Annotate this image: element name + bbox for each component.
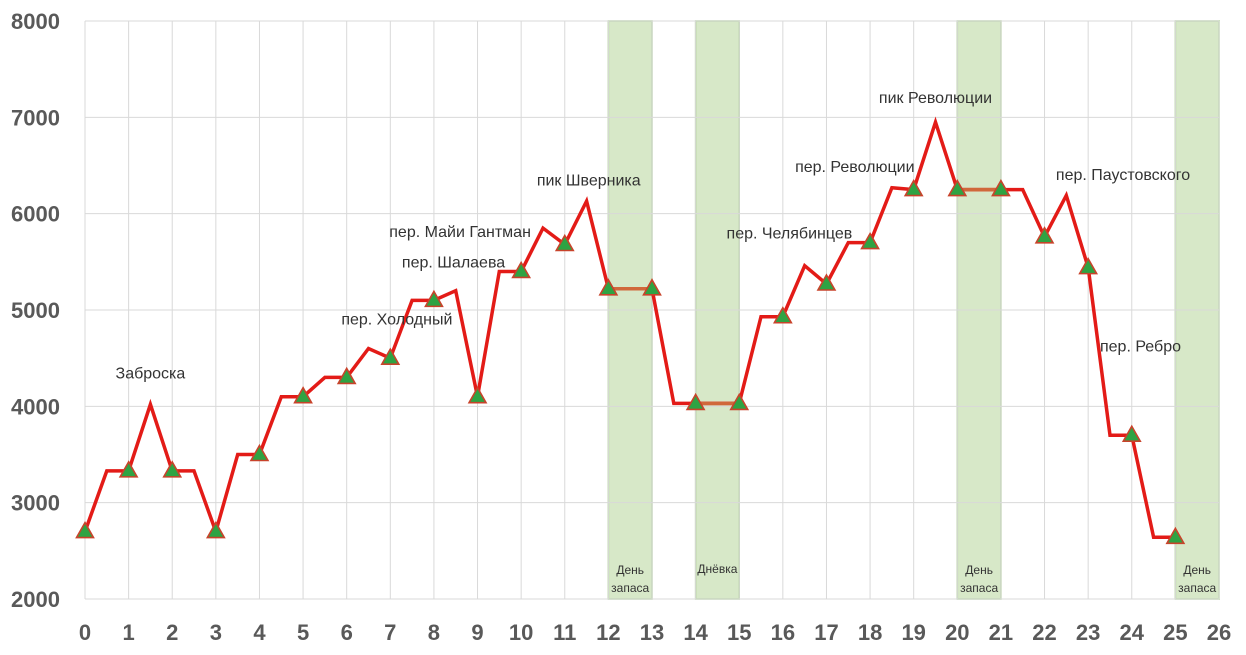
x-tick-label: 9 [471, 620, 483, 645]
annotation-label: пер. Ребро [1100, 338, 1181, 355]
x-tick-label: 17 [814, 620, 838, 645]
data-point-marker-20 [947, 178, 968, 197]
grid-lines [84, 20, 1220, 600]
annotation-label: пик Революции [879, 90, 992, 107]
x-tick-label: 22 [1032, 620, 1056, 645]
x-tick-label: 19 [901, 620, 925, 645]
band-label: День [616, 563, 644, 577]
band-label: День [1183, 563, 1211, 577]
x-tick-label: 14 [683, 620, 708, 645]
x-tick-label: 1 [122, 620, 134, 645]
annotation-label: пер. Шалаева [402, 255, 505, 272]
data-point-marker-14 [685, 392, 706, 411]
data-point-marker-1 [118, 460, 139, 478]
band-label: запаса [611, 581, 649, 595]
data-point-marker-16 [772, 306, 793, 324]
y-tick-label: 5000 [11, 298, 60, 323]
x-tick-label: 10 [509, 620, 533, 645]
x-tick-label: 18 [858, 620, 882, 645]
data-point-marker-13 [642, 278, 662, 296]
annotations: Заброска пер. Холодный пер. Шалаева пер. Ма… [116, 90, 1191, 383]
y-tick-label: 6000 [11, 202, 60, 227]
data-point-marker-17 [816, 273, 837, 291]
x-tick-label: 26 [1207, 620, 1231, 645]
x-tick-label: 3 [210, 620, 222, 645]
x-tick-label: 24 [1120, 620, 1145, 645]
annotation-label: пик Шверника [537, 173, 641, 190]
x-tick-label: 15 [727, 620, 751, 645]
x-tick-label: 16 [771, 620, 795, 645]
x-tick-label: 25 [1163, 620, 1187, 645]
x-tick-label: 6 [341, 620, 353, 645]
x-axis-ticks: 0 1 2 3 4 5 6 7 8 9 10 11 12 13 14 15 16 17 18 19 20 21 22 23 24… [79, 620, 1231, 645]
y-tick-label: 3000 [11, 491, 60, 516]
data-point-marker-23 [1078, 256, 1099, 275]
data-point-marker-0 [75, 520, 95, 539]
band-labels: День запаса Днёвка День запаса День запаса [611, 562, 1216, 595]
data-point-marker-18 [860, 231, 880, 250]
y-tick-label: 4000 [11, 394, 60, 419]
band-label: День [965, 563, 993, 577]
data-point-marker-7 [380, 347, 401, 365]
data-point-marker-12 [598, 278, 619, 296]
x-tick-label: 13 [640, 620, 664, 645]
band-label: запаса [960, 581, 998, 595]
band-label: запаса [1178, 581, 1216, 595]
annotation-label: пер. Холодный [341, 311, 452, 328]
data-point-marker-19 [903, 178, 924, 197]
y-tick-label: 2000 [11, 587, 60, 612]
x-tick-label: 20 [945, 620, 969, 645]
data-point-marker-22 [1034, 226, 1055, 244]
data-point-marker-6 [336, 366, 357, 385]
annotation-label: пер. Майи Гантман [389, 224, 531, 241]
x-tick-label: 21 [989, 620, 1013, 645]
annotation-label: Заброска [116, 365, 186, 382]
x-tick-label: 0 [79, 620, 91, 645]
x-tick-label: 4 [253, 620, 266, 645]
y-tick-label: 7000 [11, 105, 60, 130]
x-tick-label: 7 [384, 620, 396, 645]
data-point-marker-8 [424, 289, 444, 308]
data-point-marker-4 [249, 443, 270, 462]
data-point-marker-3 [205, 520, 226, 539]
x-tick-label: 5 [297, 620, 309, 645]
data-point-marker-25 [1165, 526, 1186, 545]
data-point-marker-5 [293, 386, 313, 404]
annotation-label: пер. Паустовского [1056, 167, 1190, 184]
x-tick-label: 11 [553, 620, 576, 645]
x-tick-label: 12 [596, 620, 620, 645]
data-point-marker-2 [162, 460, 183, 478]
x-tick-label: 23 [1076, 620, 1100, 645]
y-tick-label: 8000 [11, 9, 60, 34]
x-tick-label: 8 [428, 620, 440, 645]
data-point-marker-11 [554, 233, 575, 252]
annotation-label: пер. Революции [795, 159, 914, 176]
y-axis-ticks: 2000 3000 4000 5000 6000 7000 8000 [11, 9, 60, 612]
x-tick-label: 2 [166, 620, 178, 645]
data-point-marker-24 [1121, 424, 1142, 443]
annotation-label: пер. Челябинцев [727, 226, 853, 243]
data-point-marker-15 [729, 392, 750, 411]
data-point-marker-9 [467, 386, 488, 404]
data-point-marker-21 [991, 178, 1011, 197]
band-label: Днёвка [697, 562, 737, 576]
series-markers [75, 178, 1186, 545]
data-point-marker-10 [511, 260, 532, 279]
